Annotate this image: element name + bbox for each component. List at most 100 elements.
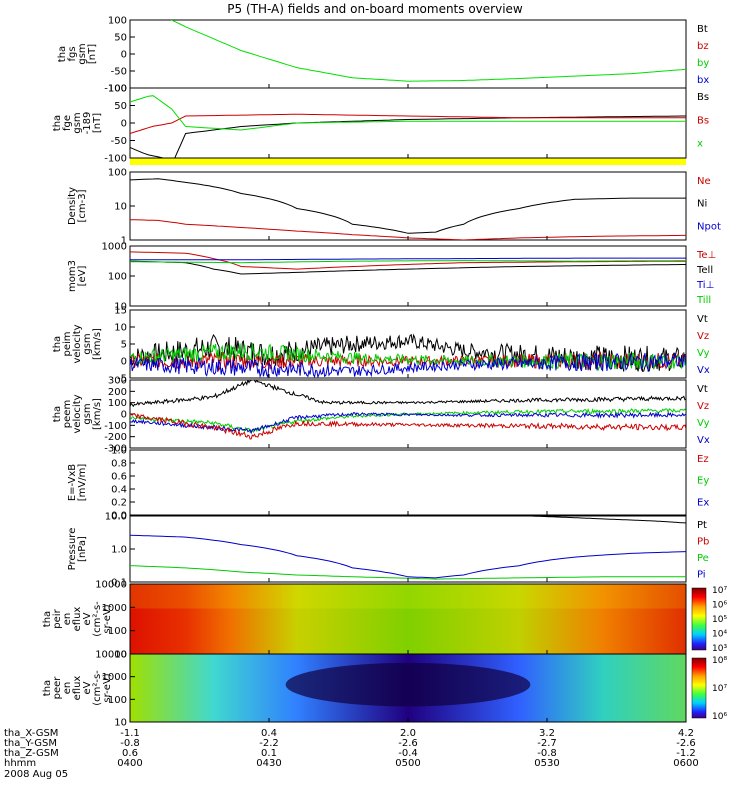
y-axis-label: eV bbox=[82, 612, 93, 625]
legend-Bt: Bt bbox=[697, 24, 708, 35]
y-tick-label: 10 bbox=[114, 650, 127, 661]
y-axis-label: tha bbox=[52, 336, 63, 352]
x-row-value: 2.0 bbox=[400, 728, 416, 739]
x-row-label: tha_Z-GSM bbox=[4, 748, 59, 759]
x-row-label: tha_X-GSM bbox=[4, 728, 58, 739]
y-tick-label: -100 bbox=[104, 84, 127, 95]
x-row-value: 0500 bbox=[395, 758, 420, 769]
y-tick-label: 10 bbox=[114, 202, 127, 213]
y-axis-label: Density bbox=[67, 187, 78, 225]
legend-Ni: Ni bbox=[697, 199, 707, 210]
y-tick-label: 1 bbox=[121, 236, 127, 247]
legend-Ey: Ey bbox=[697, 476, 709, 487]
panel-frame-mom bbox=[129, 245, 687, 307]
legend-Pb: Pb bbox=[697, 537, 709, 548]
y-axis-label: [cm-3] bbox=[77, 189, 88, 222]
y-tick-label: 1000 bbox=[102, 672, 127, 683]
legend-Vz: Vz bbox=[697, 331, 709, 342]
legend-Tell: Tell bbox=[696, 265, 713, 276]
legend-Pt: Pt bbox=[697, 520, 707, 531]
y-axis-label: eflux bbox=[72, 607, 83, 632]
legend-Ne: Ne bbox=[697, 176, 711, 187]
y-axis-label: velocity bbox=[72, 394, 83, 433]
y-tick-label: 10000 bbox=[95, 650, 127, 661]
y-tick-label: 100 bbox=[108, 168, 127, 179]
legend-Bs: Bs bbox=[697, 115, 709, 126]
colorbar-label: 10⁶ bbox=[712, 712, 727, 722]
y-tick-label: 1000 bbox=[102, 242, 127, 253]
spectrogram-peir bbox=[130, 584, 686, 654]
y-axis-label: tha bbox=[52, 115, 63, 131]
series-peem-Vy bbox=[130, 407, 686, 434]
y-tick-label: 0 bbox=[121, 357, 127, 368]
y-axis-label: fge bbox=[62, 115, 73, 131]
legend-bx: bx bbox=[697, 75, 709, 86]
y-tick-label: -100 bbox=[104, 421, 127, 432]
y-tick-label: 0.0 bbox=[111, 511, 127, 522]
colorbar-peir bbox=[691, 587, 707, 651]
spectrogram-band bbox=[130, 584, 686, 609]
x-row-value: 0530 bbox=[534, 758, 559, 769]
panel-frame-fgs2 bbox=[129, 87, 687, 159]
x-row-value: 4.2 bbox=[678, 728, 694, 739]
y-axis-label: peer bbox=[52, 676, 63, 700]
y-tick-label: 300 bbox=[108, 376, 127, 387]
colorbar-label: 10⁷ bbox=[712, 586, 727, 596]
series-peim-Vy bbox=[130, 343, 686, 372]
y-tick-label: 1000 bbox=[102, 603, 127, 614]
y-tick-label: -200 bbox=[104, 432, 127, 443]
x-row-value: 0600 bbox=[673, 758, 698, 769]
y-tick-label: 0.1 bbox=[111, 578, 127, 589]
series-peem-Vz bbox=[130, 413, 686, 440]
series-peem-Vx bbox=[130, 411, 686, 435]
y-axis-label: tha bbox=[52, 406, 63, 422]
legend-Te⊥: Te⊥ bbox=[696, 250, 716, 261]
legend-Ez: Ez bbox=[697, 454, 709, 465]
legend-Vz: Vz bbox=[697, 401, 709, 412]
y-axis-label: [km/s] bbox=[92, 328, 103, 360]
x-row-value: -1.1 bbox=[120, 728, 140, 739]
x-row-label: hhmm bbox=[4, 758, 36, 769]
colorbar-label: 10⁷ bbox=[712, 684, 727, 694]
x-row-value: -2.7 bbox=[537, 738, 557, 749]
y-tick-label: 200 bbox=[108, 387, 127, 398]
panel-frame-density bbox=[129, 171, 687, 241]
y-axis-label: [nT] bbox=[87, 44, 98, 64]
date-label: 2008 Aug 05 bbox=[4, 769, 68, 780]
x-row-value: 0.1 bbox=[261, 748, 277, 759]
legend-x: x bbox=[697, 139, 703, 150]
y-tick-label: 0 bbox=[121, 410, 127, 421]
colorbar-label: 10⁴ bbox=[712, 630, 727, 640]
y-tick-label: 50 bbox=[114, 33, 127, 44]
y-tick-label: 10 bbox=[114, 718, 127, 729]
y-axis-label: tha bbox=[42, 611, 53, 627]
colorbar-label: 10³ bbox=[712, 644, 727, 654]
series-mom-green bbox=[130, 260, 686, 264]
y-axis-label: gsm bbox=[82, 403, 93, 424]
y-tick-label: 100 bbox=[108, 84, 127, 95]
y-axis-label: peim bbox=[62, 331, 73, 356]
panel-frame-efield bbox=[129, 449, 687, 516]
panel-frame-pressure bbox=[129, 515, 687, 583]
series-fgs2-red bbox=[130, 113, 686, 134]
series-fgs-by bbox=[170, 20, 686, 82]
legend-Vy: Vy bbox=[697, 348, 710, 359]
series-pressure-Pi bbox=[130, 534, 686, 579]
y-axis-label: [nT] bbox=[92, 113, 103, 133]
y-tick-label: -50 bbox=[111, 136, 127, 147]
y-tick-label: 10.0 bbox=[105, 512, 127, 523]
y-axis-label: [mV/m] bbox=[77, 464, 88, 502]
yellow-flag-bar bbox=[130, 158, 686, 165]
y-axis-label: gsm bbox=[72, 112, 83, 133]
colorbar-label: 10⁶ bbox=[712, 601, 727, 611]
legend-Vt: Vt bbox=[697, 314, 708, 325]
y-tick-label: 1.0 bbox=[111, 545, 127, 556]
series-pressure-Pt bbox=[530, 516, 686, 524]
x-row-value: 0.4 bbox=[261, 728, 277, 739]
legend-bz: bz bbox=[697, 41, 709, 52]
x-row-value: -1.2 bbox=[676, 748, 696, 759]
y-tick-label: 0.6 bbox=[111, 472, 127, 483]
y-tick-label: 0 bbox=[121, 119, 127, 130]
